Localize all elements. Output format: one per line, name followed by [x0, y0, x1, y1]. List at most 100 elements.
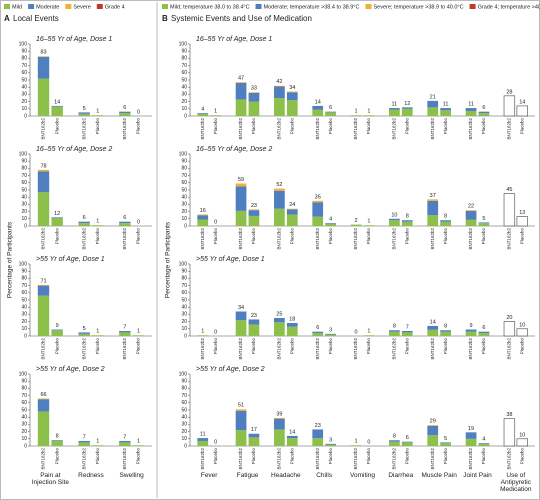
y-tick-label: 90 — [21, 269, 27, 275]
bar-label: Placebo — [404, 228, 409, 245]
bar-label: BNT162b2 — [468, 448, 473, 470]
bar-segment — [248, 215, 260, 226]
bar-segment — [401, 330, 413, 333]
bar-label: BNT162b2 — [353, 118, 358, 140]
total-label: 14 — [54, 99, 60, 105]
y-tick-label: 30 — [181, 92, 187, 98]
group-label: Diarrhea — [388, 472, 414, 479]
bar-segment — [389, 218, 400, 221]
group-label: Headache — [271, 472, 301, 479]
bar-segment — [312, 105, 324, 110]
bar-segment — [274, 417, 285, 419]
y-tick-label: 20 — [181, 99, 187, 105]
bar-segment — [427, 100, 439, 108]
panel-label: A — [4, 14, 10, 23]
bar-segment — [119, 330, 131, 333]
bar-segment — [78, 333, 90, 336]
panel-title: Local Events — [13, 14, 59, 23]
total-label: 45 — [506, 187, 512, 193]
y-tick-label: 40 — [181, 195, 187, 201]
bar-segment — [78, 221, 90, 224]
legend-label: Grade 4; temperature >40.0°C — [478, 4, 540, 10]
total-label: 14 — [519, 99, 525, 105]
bar-label: Placebo — [366, 338, 371, 355]
bar-segment — [274, 418, 285, 430]
bar-label: BNT162b2 — [430, 338, 435, 360]
y-tick-label: 80 — [21, 386, 27, 392]
total-label: 37 — [430, 193, 436, 199]
bar-segment — [248, 101, 260, 116]
bar-segment — [119, 440, 131, 443]
y-tick-label: 50 — [181, 187, 187, 193]
y-tick-label: 0 — [24, 333, 27, 339]
total-label: 11 — [468, 102, 474, 108]
bar-segment — [119, 111, 131, 114]
total-label: 14 — [315, 99, 321, 105]
bar-label: Placebo — [519, 228, 524, 245]
bar-label: Placebo — [289, 228, 294, 245]
chart-title: >55 Yr of Age, Dose 2 — [196, 366, 265, 373]
open-bar — [516, 328, 528, 337]
bar-label: BNT162b2 — [392, 118, 397, 140]
y-tick-label: 90 — [181, 269, 187, 275]
bar-segment — [465, 108, 477, 111]
group-label-box: Redness — [78, 472, 104, 479]
bar-segment — [389, 331, 400, 336]
y-tick-label: 70 — [21, 393, 27, 399]
total-label: 23 — [251, 203, 257, 209]
legend-swatch — [65, 4, 72, 9]
bar-label: Placebo — [443, 118, 448, 135]
y-tick-label: 0 — [184, 443, 187, 449]
bar-label: BNT162b2 — [353, 228, 358, 250]
total-label: 59 — [238, 177, 244, 183]
chart-title: >55 Yr of Age, Dose 2 — [36, 366, 105, 373]
y-tick-label: 30 — [181, 312, 187, 318]
y-tick-label: 100 — [179, 261, 188, 267]
total-label: 3 — [329, 437, 332, 443]
bar-segment — [235, 99, 247, 116]
y-tick-label: 40 — [181, 85, 187, 91]
bar-segment — [350, 224, 362, 226]
total-label: 1 — [137, 329, 140, 335]
total-label: 83 — [40, 50, 46, 56]
bar-label: BNT162b2 — [200, 338, 205, 360]
group-label-box: Chills — [316, 472, 332, 479]
y-tick-label: 40 — [181, 415, 187, 421]
bar-label: Placebo — [519, 118, 524, 135]
group-label-box: Joint Pain — [463, 472, 492, 479]
bar-segment — [478, 222, 490, 224]
bar-segment — [92, 225, 104, 226]
bar-segment — [363, 225, 375, 226]
bar-label: BNT162b2 — [468, 228, 473, 250]
bar-segment — [274, 322, 285, 336]
total-label: 47 — [238, 76, 244, 82]
total-label: 11 — [200, 432, 206, 438]
total-label: 4 — [201, 107, 204, 113]
total-label: 35 — [315, 194, 321, 200]
bar-label: Placebo — [366, 118, 371, 135]
bar-segment — [478, 331, 490, 334]
group-label: Vomiting — [350, 472, 375, 479]
y-tick-label: 60 — [21, 180, 27, 186]
bar-segment — [78, 223, 90, 226]
total-label: 1 — [355, 109, 358, 115]
bar-segment — [325, 444, 336, 446]
bar-segment — [197, 438, 209, 441]
bar-segment — [465, 329, 477, 332]
y-tick-label: 10 — [181, 436, 187, 442]
bar-label: BNT162b2 — [122, 338, 127, 360]
bar-segment — [389, 109, 400, 116]
bar-label: BNT162b2 — [353, 338, 358, 360]
total-label: 8 — [393, 324, 396, 330]
total-label: 3 — [329, 327, 332, 333]
legend-label: Mild — [12, 4, 22, 10]
y-tick-label: 0 — [24, 443, 27, 449]
bar-segment — [37, 411, 50, 446]
bar-label: BNT162b2 — [507, 228, 512, 250]
panel-title: Systemic Events and Use of Medication — [171, 14, 312, 23]
open-bar — [503, 418, 516, 447]
chart-title: >55 Yr of Age, Dose 1 — [196, 256, 265, 263]
chart-title: 16–55 Yr of Age, Dose 2 — [196, 146, 272, 153]
total-label: 23 — [251, 313, 257, 319]
